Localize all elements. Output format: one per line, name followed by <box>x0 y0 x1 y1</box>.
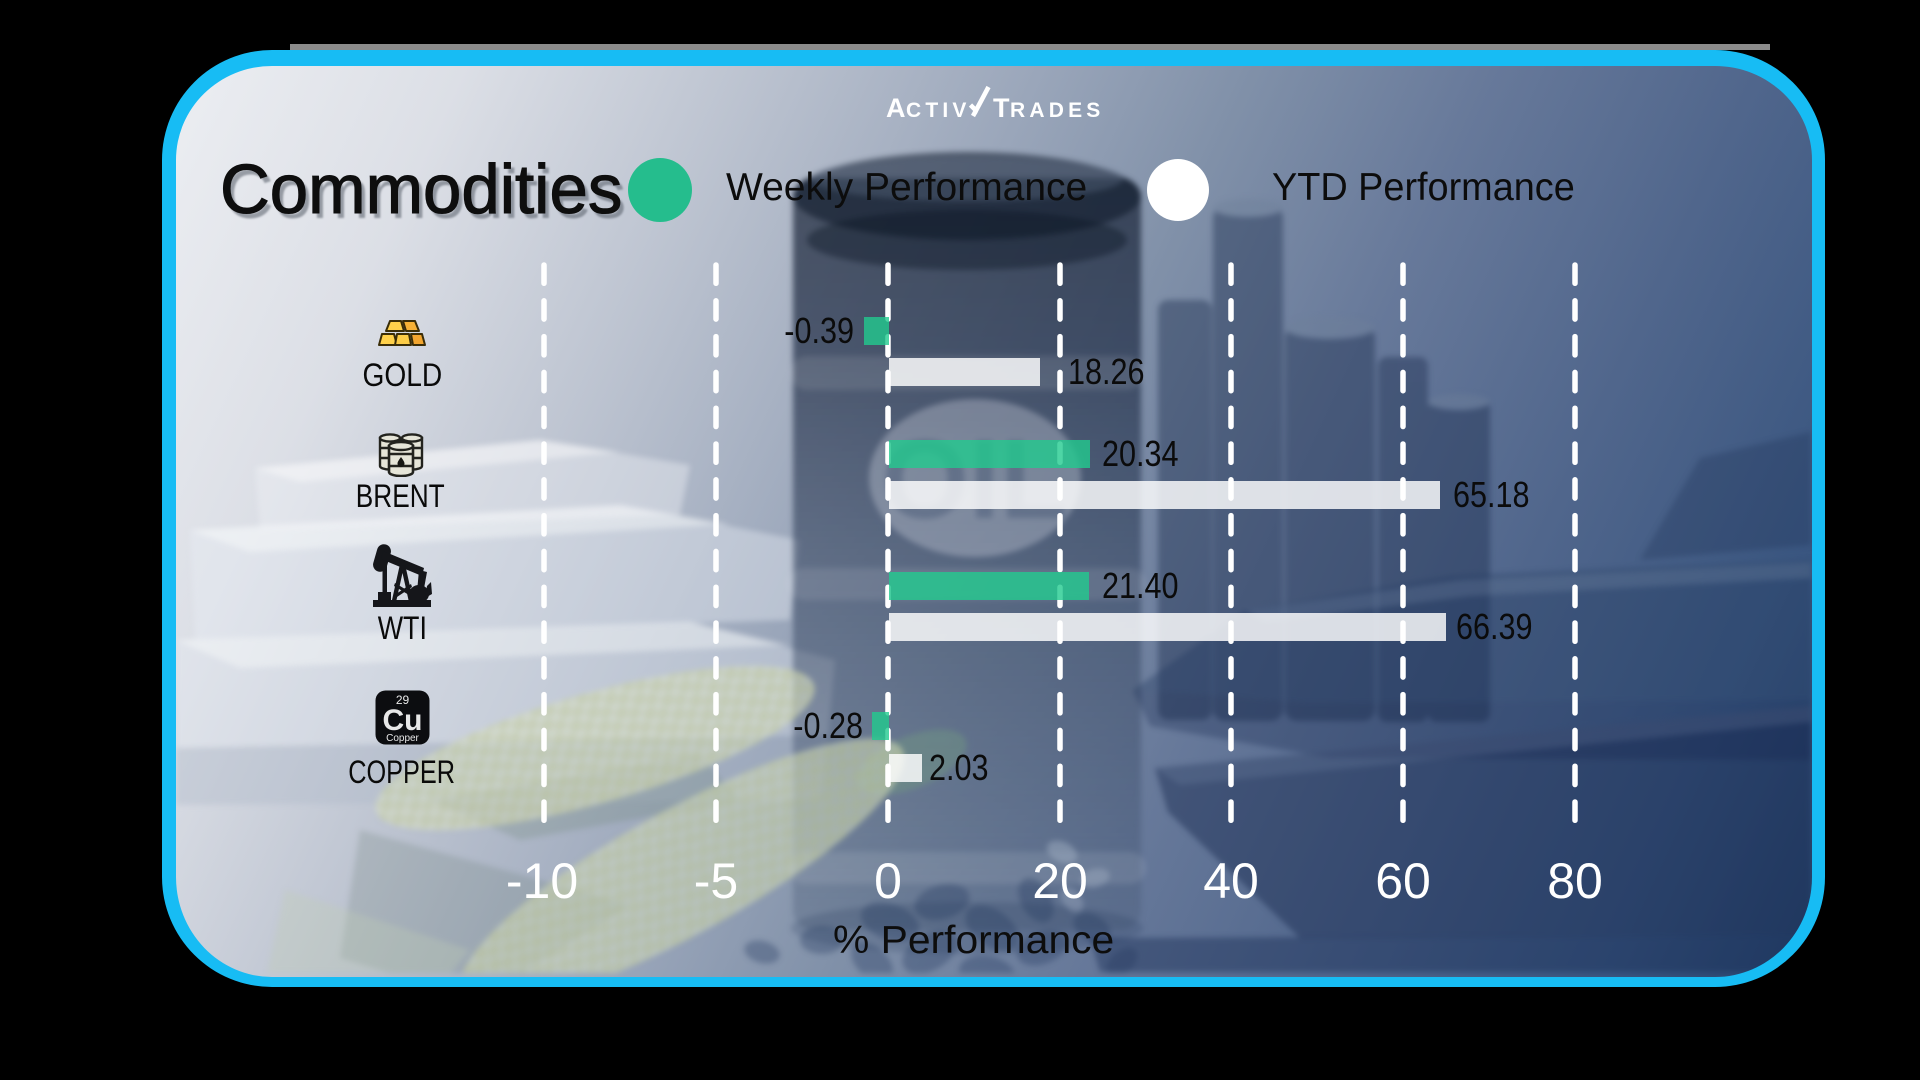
svg-text:Copper: Copper <box>386 733 419 744</box>
svg-text:29: 29 <box>396 693 410 707</box>
svg-text:A: A <box>886 93 906 123</box>
svg-text:T: T <box>993 93 1010 123</box>
svg-text:Cu: Cu <box>383 704 423 737</box>
svg-text:OIL: OIL <box>882 417 1069 542</box>
svg-text:CTIV: CTIV <box>906 99 971 122</box>
svg-text:RADES: RADES <box>1010 99 1105 122</box>
